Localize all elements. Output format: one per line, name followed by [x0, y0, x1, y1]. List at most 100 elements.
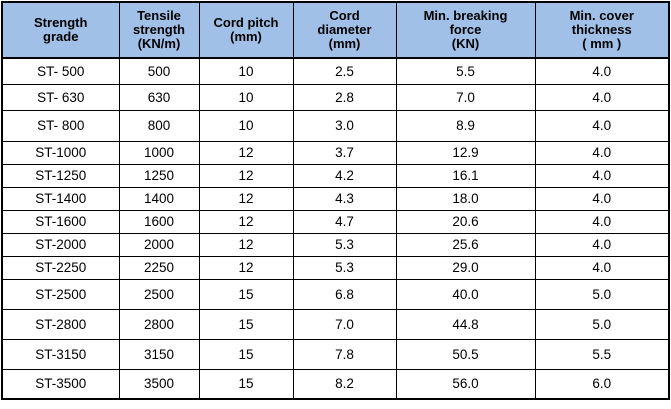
cell-min-breaking-force: 29.0	[395, 255, 536, 280]
table-header-row: Strength grade Tensile strength (KN/m) C…	[1, 1, 670, 59]
cell-min-cover-thickness: 5.5	[534, 338, 670, 370]
cell-tensile-strength: 2250	[118, 255, 200, 280]
cell-cord-diameter: 6.8	[292, 278, 397, 310]
table-row: ST-2500 2500 15 6.8 40.0 5.0	[1, 278, 670, 310]
table-body: ST- 500 500 10 2.5 5.5 4.0 ST- 630 630 1…	[1, 57, 670, 400]
cell-cord-diameter: 8.2	[292, 368, 397, 400]
cell-cord-pitch: 15	[198, 278, 294, 310]
cell-min-cover-thickness: 5.0	[534, 308, 670, 340]
cell-cord-pitch: 15	[198, 368, 294, 400]
cell-min-cover-thickness: 4.0	[534, 140, 670, 165]
cell-min-cover-thickness: 5.0	[534, 278, 670, 310]
cell-tensile-strength: 500	[118, 57, 200, 85]
cell-strength-grade: ST-3150	[1, 338, 120, 370]
header-tensile-strength: Tensile strength (KN/m)	[118, 1, 200, 59]
header-min-breaking-force: Min. breaking force (KN)	[395, 1, 536, 59]
cell-min-breaking-force: 40.0	[395, 278, 536, 310]
cell-cord-pitch: 12	[198, 209, 294, 234]
table-row: ST-2250 2250 12 5.3 29.0 4.0	[1, 255, 670, 280]
header-cord-pitch: Cord pitch (mm)	[198, 1, 294, 59]
cell-cord-diameter: 7.8	[292, 338, 397, 370]
cell-cord-pitch: 12	[198, 186, 294, 211]
table-row: ST-2800 2800 15 7.0 44.8 5.0	[1, 308, 670, 340]
cell-strength-grade: ST-3500	[1, 368, 120, 400]
cell-min-cover-thickness: 4.0	[534, 83, 670, 111]
cell-min-cover-thickness: 4.0	[534, 255, 670, 280]
cell-tensile-strength: 800	[118, 109, 200, 142]
cell-min-breaking-force: 44.8	[395, 308, 536, 340]
cell-min-breaking-force: 12.9	[395, 140, 536, 165]
cell-min-cover-thickness: 6.0	[534, 368, 670, 400]
cell-min-breaking-force: 50.5	[395, 338, 536, 370]
cell-tensile-strength: 2000	[118, 232, 200, 257]
table-row: ST-1000 1000 12 3.7 12.9 4.0	[1, 140, 670, 165]
cell-tensile-strength: 1250	[118, 163, 200, 188]
cell-cord-diameter: 4.3	[292, 186, 397, 211]
cell-min-breaking-force: 8.9	[395, 109, 536, 142]
cell-strength-grade: ST-1000	[1, 140, 120, 165]
cell-min-cover-thickness: 4.0	[534, 186, 670, 211]
cell-tensile-strength: 3500	[118, 368, 200, 400]
cell-cord-pitch: 10	[198, 109, 294, 142]
cell-strength-grade: ST- 500	[1, 57, 120, 85]
cell-min-cover-thickness: 4.0	[534, 209, 670, 234]
table-row: ST- 500 500 10 2.5 5.5 4.0	[1, 57, 670, 85]
cell-min-breaking-force: 7.0	[395, 83, 536, 111]
cell-min-breaking-force: 56.0	[395, 368, 536, 400]
cell-strength-grade: ST-1600	[1, 209, 120, 234]
strength-grade-table: Strength grade Tensile strength (KN/m) C…	[1, 1, 670, 400]
cell-min-cover-thickness: 4.0	[534, 57, 670, 85]
header-strength-grade: Strength grade	[1, 1, 120, 59]
cell-strength-grade: ST-2800	[1, 308, 120, 340]
cell-min-breaking-force: 20.6	[395, 209, 536, 234]
cell-cord-diameter: 3.0	[292, 109, 397, 142]
cell-cord-diameter: 4.7	[292, 209, 397, 234]
cell-cord-diameter: 2.8	[292, 83, 397, 111]
cell-min-breaking-force: 5.5	[395, 57, 536, 85]
cell-strength-grade: ST-1250	[1, 163, 120, 188]
table-row: ST-2000 2000 12 5.3 25.6 4.0	[1, 232, 670, 257]
header-cord-diameter: Cord diameter (mm)	[292, 1, 397, 59]
cell-min-breaking-force: 18.0	[395, 186, 536, 211]
cell-min-cover-thickness: 4.0	[534, 109, 670, 142]
cell-cord-pitch: 12	[198, 255, 294, 280]
cell-cord-pitch: 10	[198, 57, 294, 85]
cell-min-cover-thickness: 4.0	[534, 163, 670, 188]
cell-strength-grade: ST-2250	[1, 255, 120, 280]
cell-cord-pitch: 15	[198, 338, 294, 370]
table-row: ST-1400 1400 12 4.3 18.0 4.0	[1, 186, 670, 211]
cell-strength-grade: ST-1400	[1, 186, 120, 211]
cell-strength-grade: ST- 630	[1, 83, 120, 111]
cell-cord-pitch: 10	[198, 83, 294, 111]
cell-cord-pitch: 12	[198, 140, 294, 165]
cell-cord-pitch: 12	[198, 163, 294, 188]
cell-tensile-strength: 2800	[118, 308, 200, 340]
table-row: ST- 800 800 10 3.0 8.9 4.0	[1, 109, 670, 142]
cell-cord-diameter: 2.5	[292, 57, 397, 85]
cell-cord-pitch: 15	[198, 308, 294, 340]
cell-tensile-strength: 3150	[118, 338, 200, 370]
cell-tensile-strength: 1000	[118, 140, 200, 165]
cell-strength-grade: ST-2000	[1, 232, 120, 257]
cell-tensile-strength: 2500	[118, 278, 200, 310]
table-row: ST- 630 630 10 2.8 7.0 4.0	[1, 83, 670, 111]
cell-min-breaking-force: 16.1	[395, 163, 536, 188]
cell-cord-diameter: 5.3	[292, 232, 397, 257]
cell-tensile-strength: 630	[118, 83, 200, 111]
cell-cord-diameter: 7.0	[292, 308, 397, 340]
cell-strength-grade: ST- 800	[1, 109, 120, 142]
cell-strength-grade: ST-2500	[1, 278, 120, 310]
cell-min-breaking-force: 25.6	[395, 232, 536, 257]
table-row: ST-3150 3150 15 7.8 50.5 5.5	[1, 338, 670, 370]
cell-min-cover-thickness: 4.0	[534, 232, 670, 257]
table-row: ST-3500 3500 15 8.2 56.0 6.0	[1, 368, 670, 400]
header-min-cover-thickness: Min. cover thickness ( mm )	[534, 1, 670, 59]
cell-cord-pitch: 12	[198, 232, 294, 257]
cell-tensile-strength: 1600	[118, 209, 200, 234]
cell-cord-diameter: 4.2	[292, 163, 397, 188]
table-row: ST-1250 1250 12 4.2 16.1 4.0	[1, 163, 670, 188]
cell-cord-diameter: 3.7	[292, 140, 397, 165]
cell-tensile-strength: 1400	[118, 186, 200, 211]
cell-cord-diameter: 5.3	[292, 255, 397, 280]
